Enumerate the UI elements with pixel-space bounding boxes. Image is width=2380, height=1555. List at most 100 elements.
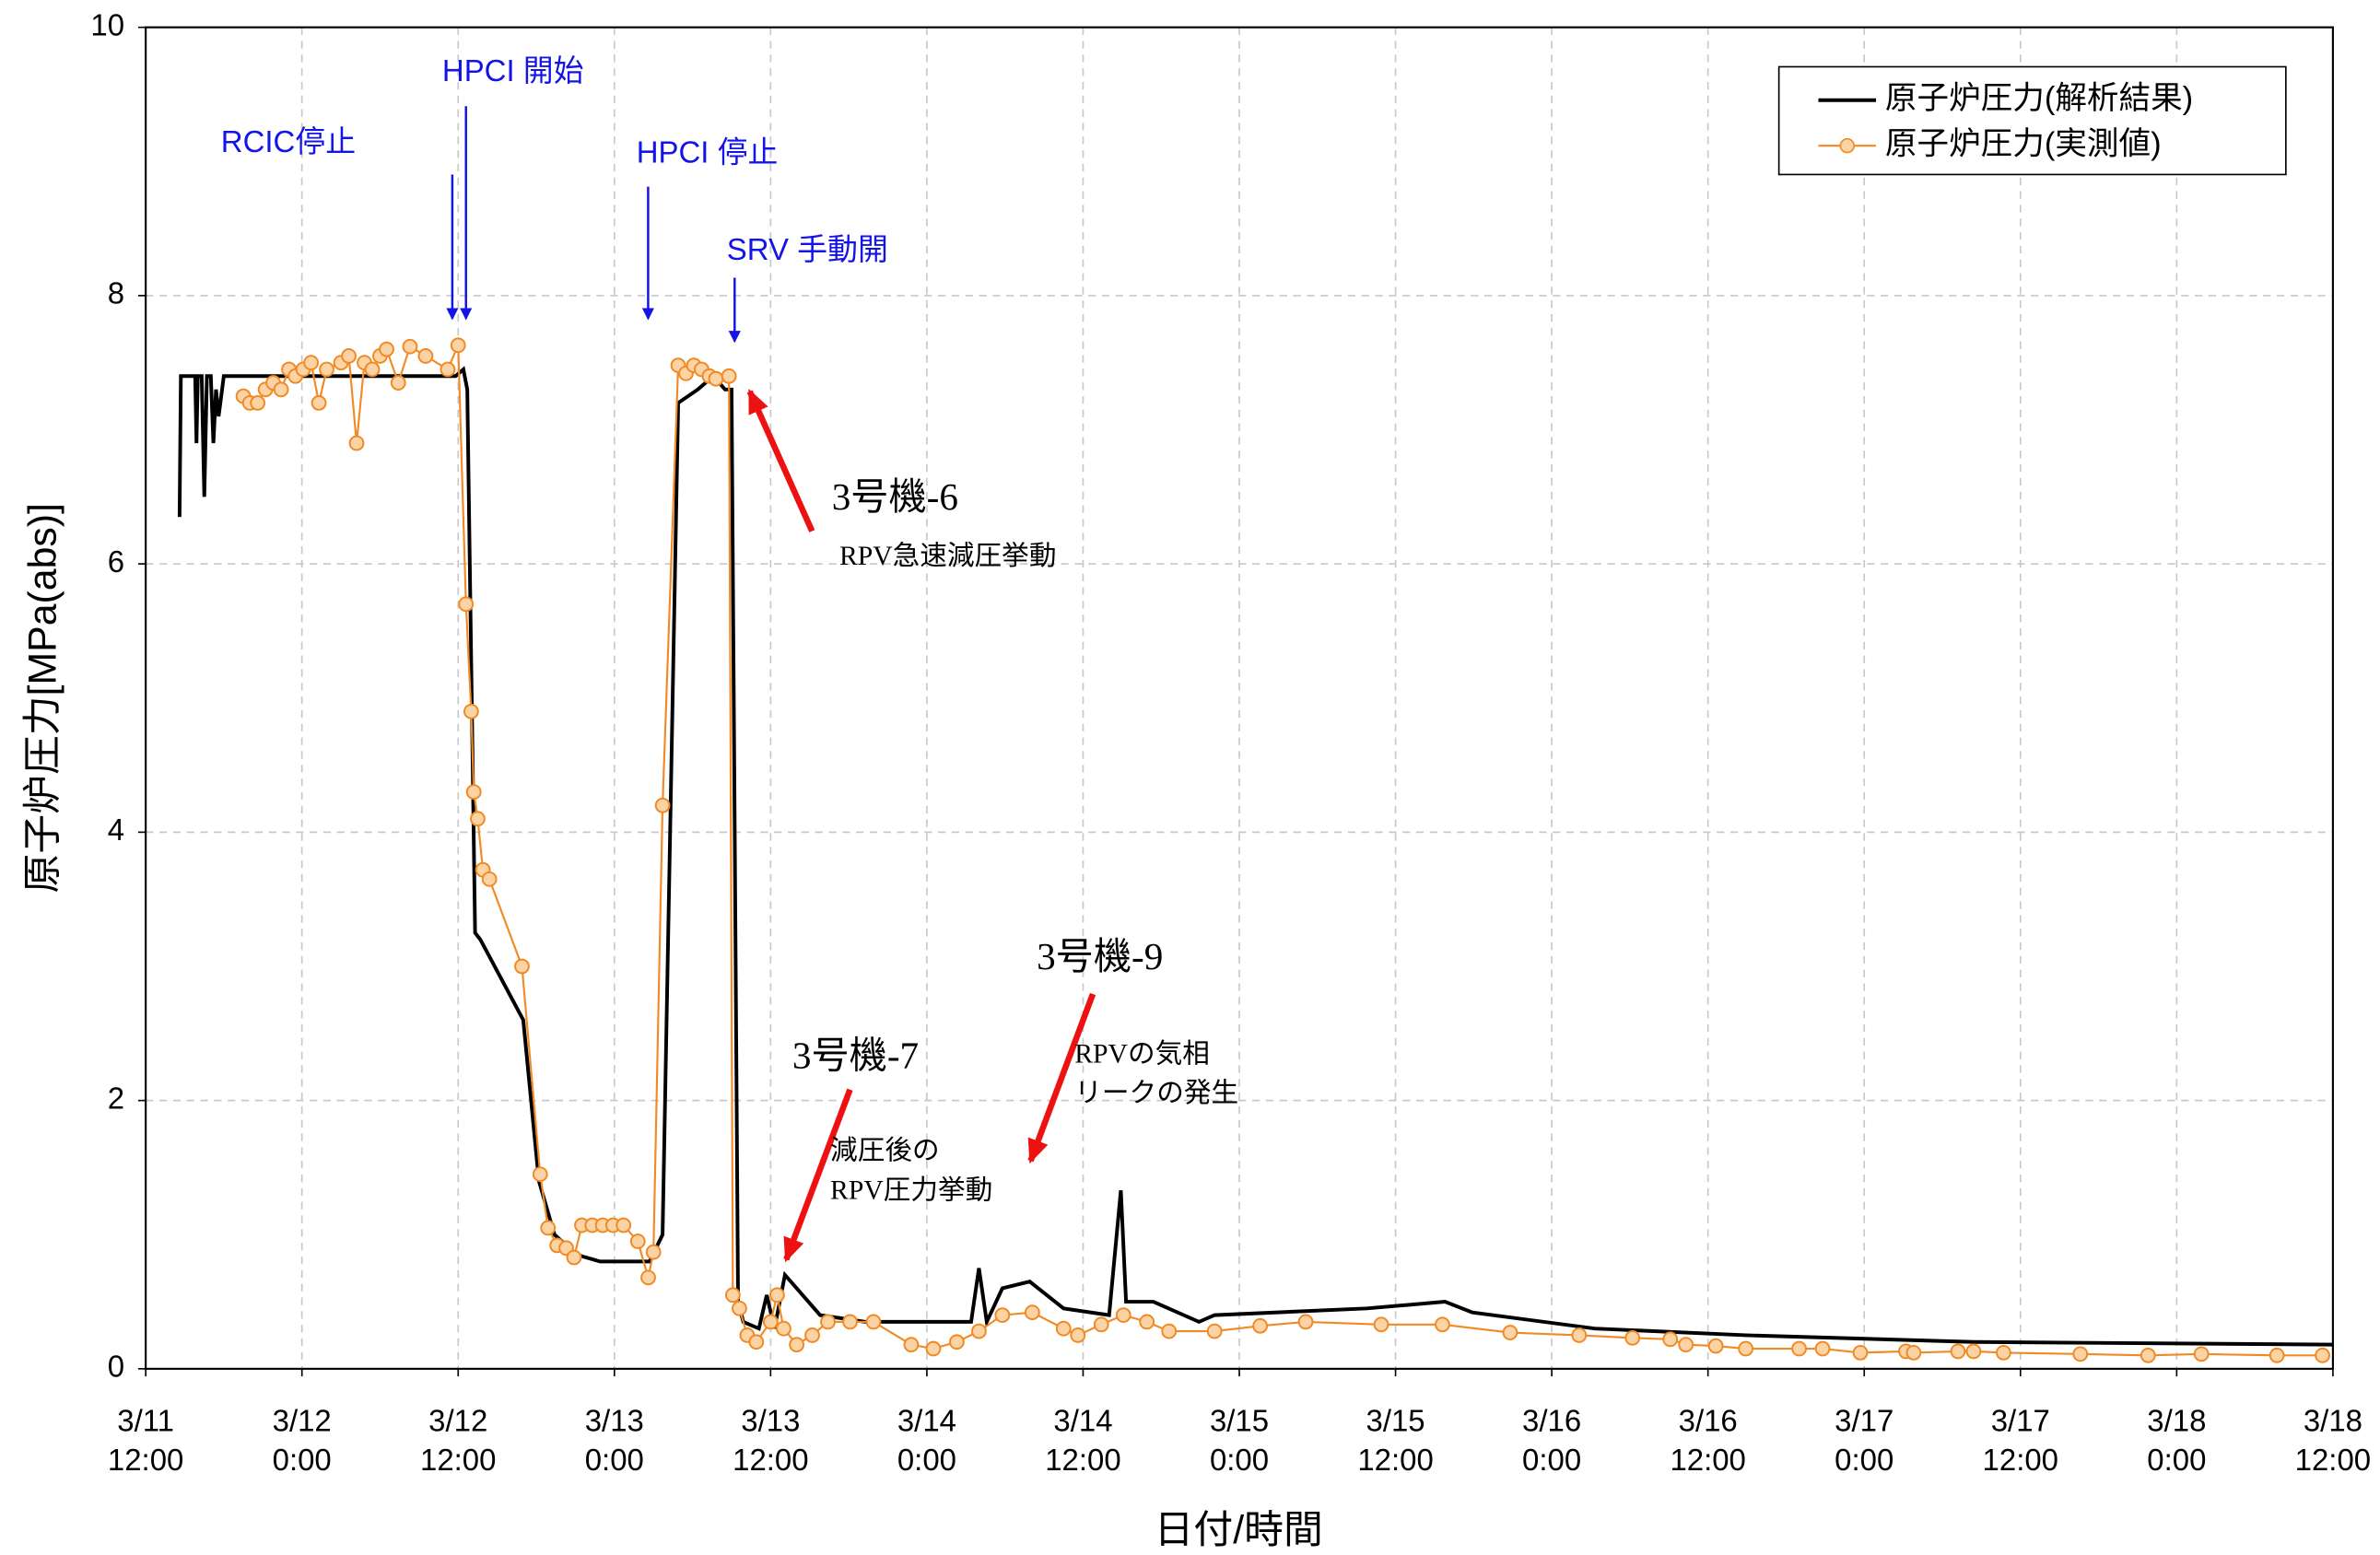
y-tick-label: 2 [108, 1081, 124, 1115]
data-point [804, 1327, 820, 1343]
data-point [640, 1269, 656, 1286]
data-point [417, 348, 434, 364]
data-point [450, 337, 466, 354]
x-tick-label: 3/18 0:00 [2147, 1403, 2206, 1477]
x-tick-label: 3/14 0:00 [897, 1403, 956, 1477]
annotation: SRV 手動開 [727, 232, 888, 266]
x-axis-label: 日付/時間 [1155, 1508, 1323, 1552]
data-point [994, 1307, 1011, 1324]
arrow [746, 388, 815, 532]
data-point [1435, 1316, 1450, 1333]
data-point [2193, 1346, 2210, 1362]
data-point [1502, 1325, 1518, 1340]
data-point [532, 1166, 548, 1183]
data-point [303, 355, 319, 371]
grid [137, 26, 2334, 1377]
data-point [769, 1287, 785, 1304]
data-point [463, 703, 479, 719]
data-point [1791, 1340, 1807, 1357]
data-point [2269, 1347, 2285, 1363]
data-point [925, 1340, 942, 1357]
annotation: 3号機-6 [832, 475, 958, 518]
x-tick-label: 3/16 0:00 [1522, 1403, 1581, 1477]
x-tick-label: 3/11 12:00 [108, 1403, 183, 1477]
y-tick-label: 8 [108, 276, 124, 310]
annotation: RPV急速減圧挙動 [839, 541, 1057, 571]
data-point [379, 341, 394, 357]
legend-label: 原子炉圧力(解析結果) [1885, 81, 2193, 116]
data-point [311, 394, 327, 411]
data-point [776, 1320, 791, 1337]
y-tick-label: 4 [108, 813, 124, 847]
arrow [783, 1088, 853, 1263]
x-tick-label: 3/14 12:00 [1045, 1403, 1120, 1477]
data-point [1738, 1340, 1754, 1357]
data-point [514, 958, 530, 975]
data-point [2315, 1347, 2330, 1363]
data-point [1965, 1343, 1982, 1360]
annotation: HPCI 停止 [637, 135, 779, 170]
data-point [540, 1220, 557, 1236]
data-point [1070, 1327, 1086, 1343]
data-point [1161, 1323, 1178, 1339]
data-point [1093, 1316, 1109, 1333]
y-tick-label: 0 [108, 1350, 124, 1384]
annotation: RCIC停止 [221, 124, 356, 158]
data-point [645, 1244, 662, 1260]
data-point [465, 784, 482, 801]
data-point [250, 394, 266, 411]
x-tick-label: 3/12 12:00 [420, 1403, 496, 1477]
x-tick-label: 3/12 0:00 [273, 1403, 332, 1477]
legend-marker [1839, 137, 1856, 154]
data-point [348, 435, 365, 451]
data-point [708, 370, 724, 387]
data-point [616, 1217, 632, 1233]
annotations: RCIC停止 HPCI 開始 HPCI 停止 SRV 手動開 3号機-6 RPV急速減圧挙… [221, 53, 1238, 1206]
x-tick-label: 3/17 0:00 [1835, 1403, 1893, 1477]
arrow [1027, 992, 1096, 1164]
data-point [1055, 1320, 1072, 1337]
y-tick-label: 10 [90, 7, 124, 41]
data-point [949, 1334, 965, 1350]
data-point [1206, 1323, 1223, 1339]
data-point [748, 1334, 765, 1350]
data-point [629, 1233, 646, 1249]
series-line [177, 366, 2333, 1347]
data-point [1678, 1337, 1694, 1353]
x-tick-label: 3/13 12:00 [733, 1403, 808, 1477]
x-tick-label: 3/18 12:00 [2295, 1403, 2371, 1477]
data-point [566, 1249, 582, 1266]
data-point [1905, 1344, 1922, 1361]
data-point [1624, 1329, 1641, 1346]
data-point [721, 368, 737, 384]
data-point [364, 361, 381, 378]
data-point [971, 1323, 987, 1339]
data-point [1297, 1314, 1314, 1330]
annotation: 3号機-9 [1037, 935, 1163, 977]
data-point [440, 361, 456, 378]
y-axis-label: 原子炉圧力[MPa(abs)] [21, 503, 65, 893]
data-point [390, 375, 406, 391]
data-point [458, 596, 475, 613]
data-point [2140, 1347, 2156, 1363]
x-tick-label: 3/16 12:00 [1670, 1403, 1745, 1477]
legend-box [1777, 65, 2287, 176]
annotation-arrows [446, 106, 1096, 1263]
annotation: RPVの気相 [1074, 1038, 1210, 1069]
data-point [903, 1337, 920, 1353]
data-point [1115, 1307, 1131, 1324]
x-tick-label: 3/13 0:00 [585, 1403, 644, 1477]
data-point [273, 381, 289, 398]
data-point [732, 1300, 747, 1316]
x-tick-label: 3/17 12:00 [1983, 1403, 2058, 1477]
data-point [1950, 1343, 1966, 1360]
legend-label: 原子炉圧力(実測値) [1885, 126, 2162, 161]
y-tick-label: 6 [108, 544, 124, 579]
data-point [1024, 1304, 1040, 1321]
legend: 原子炉圧力(解析結果) 原子炉圧力(実測値) [1777, 65, 2287, 176]
data-point [1852, 1344, 1869, 1361]
data-point [1139, 1314, 1155, 1330]
data-point [762, 1314, 779, 1330]
data-point [481, 871, 498, 887]
